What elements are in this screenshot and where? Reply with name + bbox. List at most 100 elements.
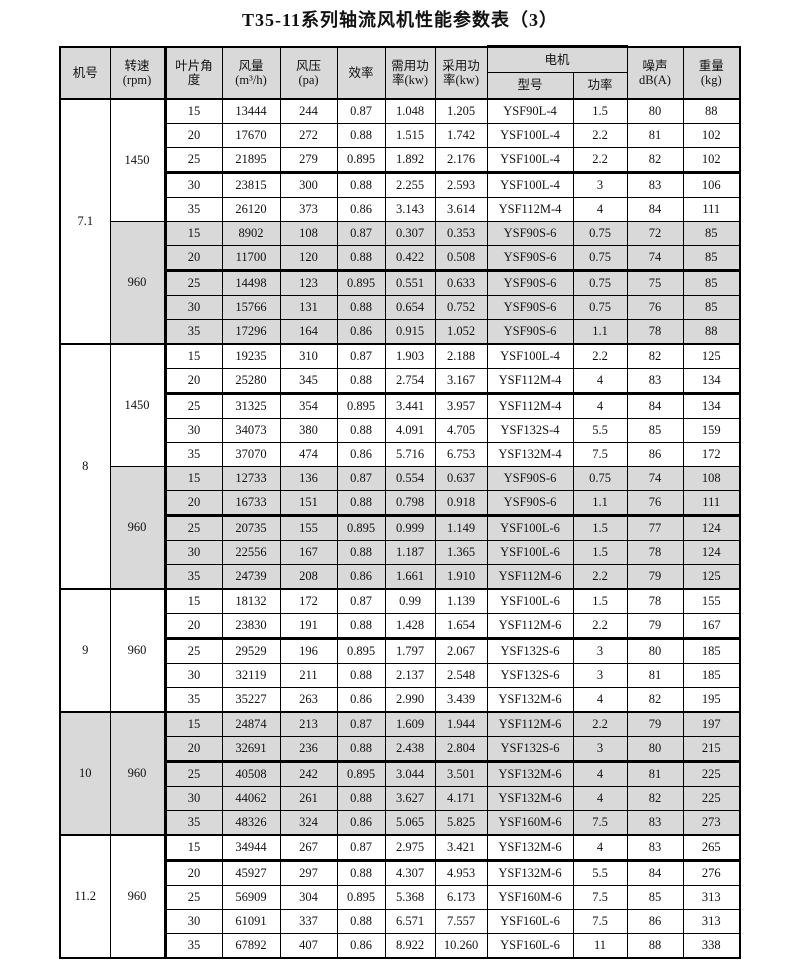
header-label: 度: [187, 73, 201, 88]
table-row: 20 11700 120 0.88 0.422 0.508 YSF90S-6 0.75 74 85: [60, 245, 741, 271]
motor-power-cell: 0.75: [572, 221, 628, 246]
required-power-cell: 0.422: [384, 245, 436, 271]
speed-cell: 960: [109, 588, 167, 713]
efficiency-cell: 0.87: [336, 466, 386, 491]
motor-power-cell: 3: [572, 171, 628, 198]
motor-model-cell: YSF132M-6: [486, 859, 574, 886]
noise-cell: 80: [626, 98, 684, 124]
efficiency-cell: 0.88: [336, 245, 386, 271]
table-row: 20 23830 191 0.88 1.428 1.654 YSF112M-6 2.2 79 16…: [60, 613, 741, 639]
efficiency-cell: 0.86: [336, 687, 386, 713]
pressure-cell: 373: [279, 197, 338, 222]
header-label: 风量: [238, 58, 264, 73]
required-power-cell: 2.990: [384, 687, 436, 713]
air-volume-cell: 8902: [221, 221, 281, 246]
weight-cell: 85: [682, 221, 741, 246]
motor-model-cell: YSF160M-6: [486, 810, 574, 836]
adopted-power-cell: 4.953: [434, 859, 488, 886]
blade-angle-cell: 35: [164, 933, 223, 959]
required-power-cell: 3.044: [384, 760, 436, 787]
adopted-power-cell: 3.501: [434, 760, 488, 787]
required-power-cell: 5.716: [384, 442, 436, 467]
table-row: 30 61091 337 0.88 6.571 7.557 YSF160L-6 7.5 86 31…: [60, 909, 741, 934]
adopted-power-cell: 7.557: [434, 909, 488, 934]
required-power-cell: 5.065: [384, 810, 436, 836]
pressure-cell: 131: [279, 295, 338, 320]
noise-cell: 82: [626, 687, 684, 713]
pressure-cell: 337: [279, 909, 338, 934]
pressure-cell: 261: [279, 786, 338, 811]
motor-power-cell: 4: [572, 392, 628, 419]
air-volume-cell: 37070: [221, 442, 281, 467]
motor-power-cell: 7.5: [572, 810, 628, 836]
air-volume-cell: 40508: [221, 760, 281, 787]
motor-model-cell: YSF132M-6: [486, 687, 574, 713]
header-label: 风压: [295, 58, 321, 73]
pressure-cell: 354: [279, 392, 338, 419]
pressure-cell: 310: [279, 343, 338, 369]
efficiency-cell: 0.86: [336, 197, 386, 222]
air-volume-cell: 61091: [221, 909, 281, 934]
required-power-cell: 2.975: [384, 834, 436, 861]
blade-angle-cell: 25: [164, 885, 223, 910]
motor-model-cell: YSF132S-6: [486, 663, 574, 688]
motor-model-cell: YSF132M-4: [486, 442, 574, 467]
motor-power-cell: 0.75: [572, 245, 628, 271]
motor-model-cell: YSF132M-6: [486, 834, 574, 861]
motor-model-cell: YSF132S-4: [486, 418, 574, 443]
blade-angle-cell: 15: [164, 98, 223, 124]
blade-angle-cell: 20: [164, 490, 223, 516]
noise-cell: 84: [626, 197, 684, 222]
page-title: T35-11系列轴流风机性能参数表（3）: [241, 10, 558, 30]
required-power-cell: 1.609: [384, 711, 436, 737]
efficiency-cell: 0.895: [336, 147, 386, 173]
header-label: 率(kw): [391, 73, 429, 88]
required-power-cell: 4.091: [384, 418, 436, 443]
efficiency-cell: 0.895: [336, 514, 386, 541]
required-power-cell: 0.307: [384, 221, 436, 246]
machine-no-cell: 10: [59, 711, 111, 836]
air-volume-cell: 34944: [221, 834, 281, 861]
air-volume-cell: 17670: [221, 123, 281, 148]
motor-power-cell: 0.75: [572, 466, 628, 491]
pressure-cell: 196: [279, 637, 338, 664]
motor-power-cell: 5.5: [572, 859, 628, 886]
motor-power-cell: 1.1: [572, 490, 628, 516]
noise-cell: 85: [626, 885, 684, 910]
col-header-motor-model: 型号: [486, 72, 574, 100]
pressure-cell: 242: [279, 760, 338, 787]
efficiency-cell: 0.87: [336, 588, 386, 614]
speed-cell: 960: [109, 834, 167, 959]
noise-cell: 79: [626, 711, 684, 737]
motor-model-cell: YSF132S-6: [486, 637, 574, 664]
pressure-cell: 244: [279, 98, 338, 124]
motor-power-cell: 3: [572, 663, 628, 688]
noise-cell: 82: [626, 786, 684, 811]
adopted-power-cell: 1.654: [434, 613, 488, 639]
blade-angle-cell: 20: [164, 859, 223, 886]
blade-angle-cell: 20: [164, 613, 223, 639]
motor-model-cell: YSF132M-6: [486, 760, 574, 787]
efficiency-cell: 0.87: [336, 834, 386, 861]
efficiency-cell: 0.88: [336, 123, 386, 148]
pressure-cell: 120: [279, 245, 338, 271]
col-header-efficiency: 效率: [336, 46, 386, 100]
noise-cell: 84: [626, 859, 684, 886]
pressure-cell: 167: [279, 540, 338, 565]
noise-cell: 81: [626, 123, 684, 148]
adopted-power-cell: 3.614: [434, 197, 488, 222]
table-row: 35 37070 474 0.86 5.716 6.753 YSF132M-4 7.5 86 17…: [60, 442, 741, 467]
motor-power-cell: 3: [572, 637, 628, 664]
weight-cell: 124: [682, 514, 741, 541]
motor-power-cell: 2.2: [572, 711, 628, 737]
blade-angle-cell: 30: [164, 909, 223, 934]
weight-cell: 102: [682, 147, 741, 173]
weight-cell: 124: [682, 540, 741, 565]
blade-angle-cell: 15: [164, 466, 223, 491]
required-power-cell: 1.797: [384, 637, 436, 664]
required-power-cell: 3.143: [384, 197, 436, 222]
air-volume-cell: 32691: [221, 736, 281, 762]
air-volume-cell: 32119: [221, 663, 281, 688]
efficiency-cell: 0.895: [336, 392, 386, 419]
weight-cell: 85: [682, 269, 741, 296]
